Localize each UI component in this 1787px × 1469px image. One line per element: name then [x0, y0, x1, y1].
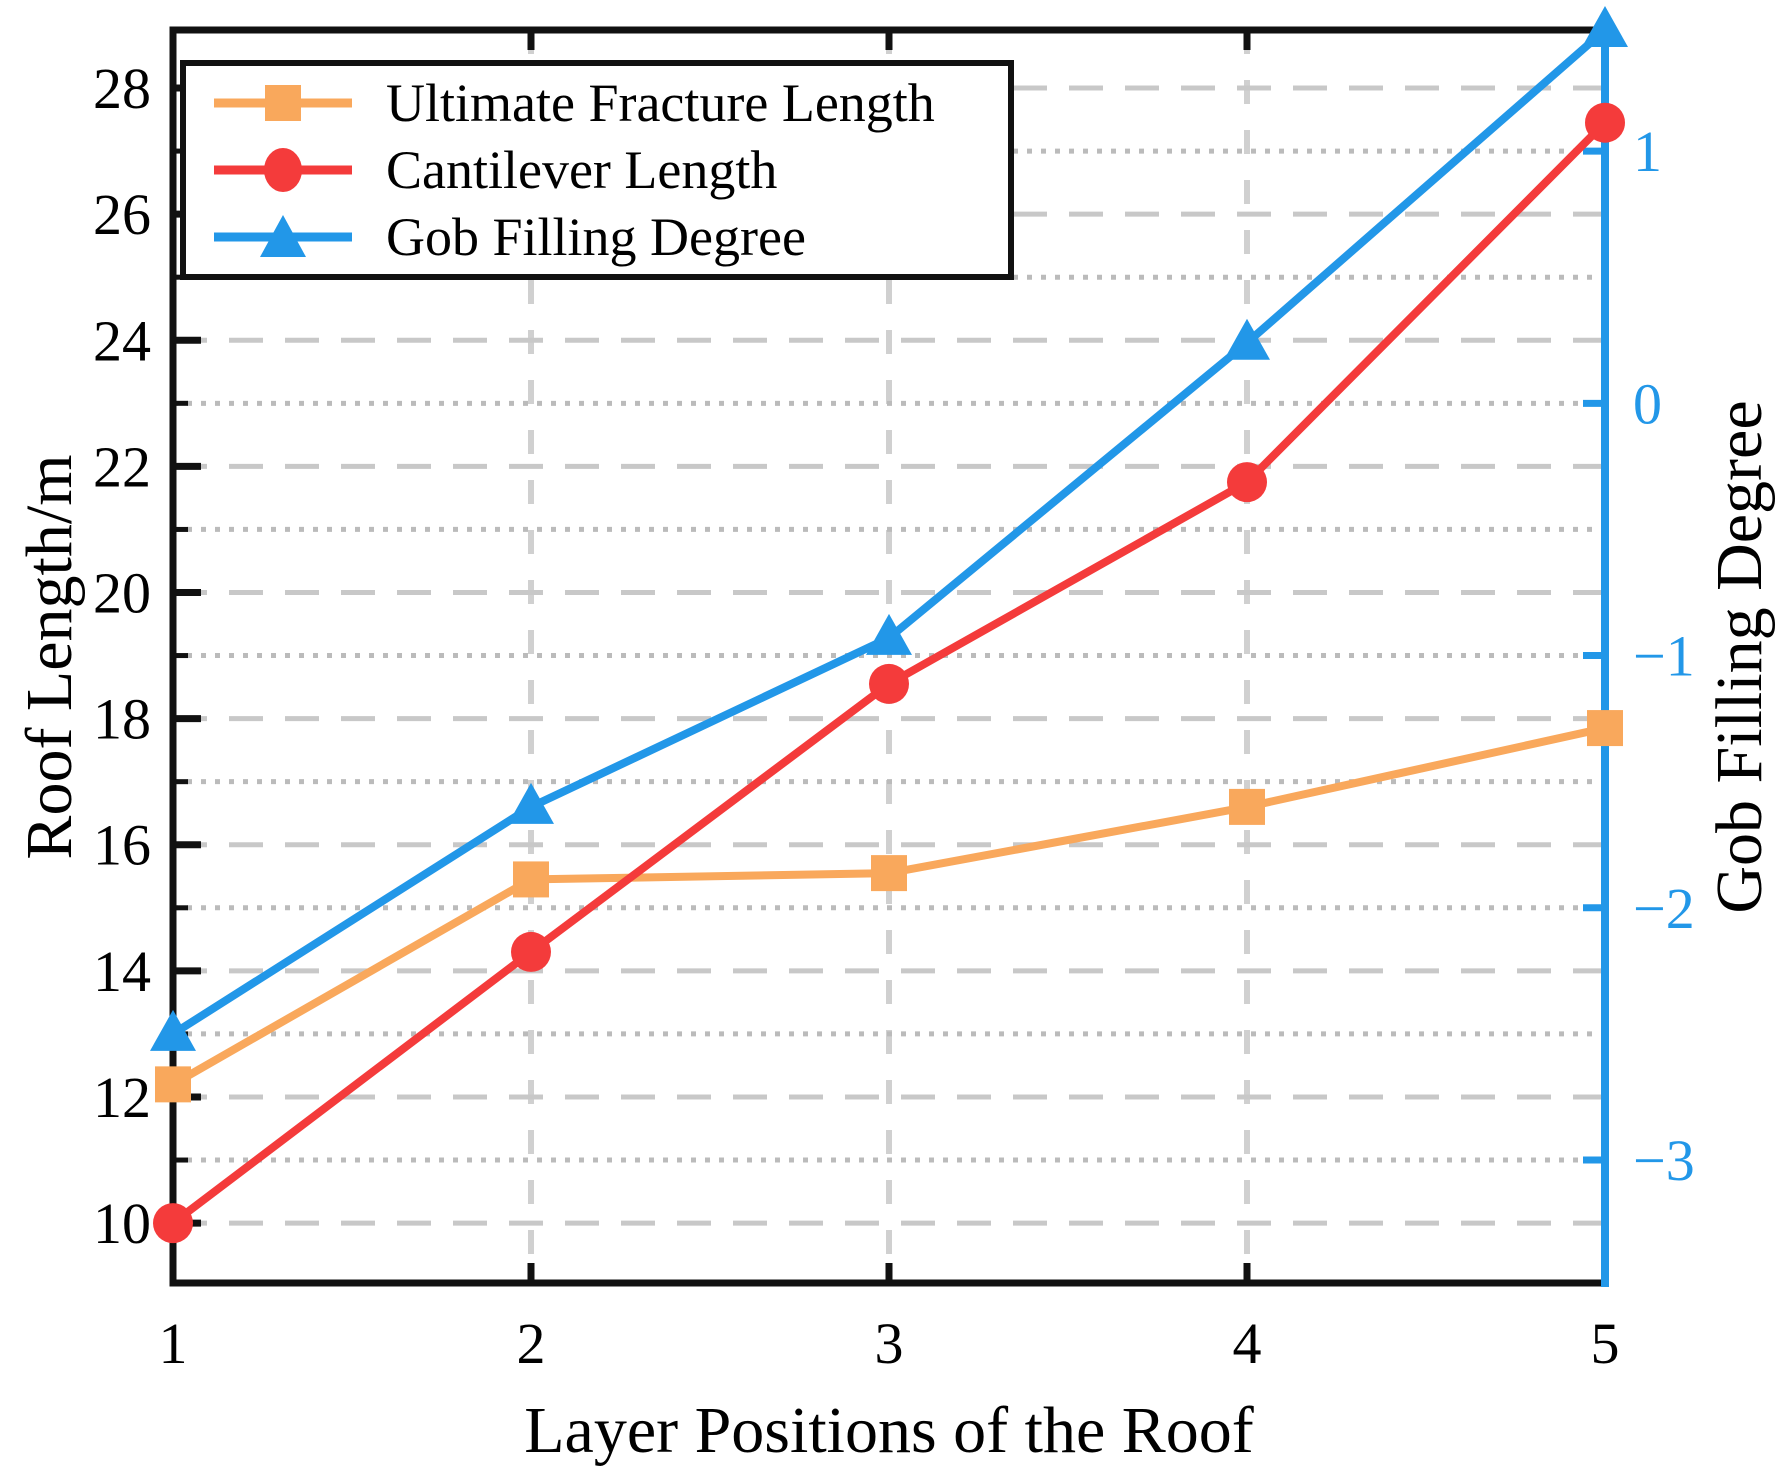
legend-marker-square-icon — [214, 85, 352, 122]
data-point-circle — [511, 931, 551, 972]
data-point-square — [1229, 788, 1265, 825]
y-right-tick-label: −3 — [1633, 1128, 1695, 1193]
data-point-circle — [1227, 462, 1267, 503]
legend-marker-triangle-icon — [214, 214, 352, 257]
legend-item-gob-filling-degree: Gob Filling Degree — [208, 206, 1008, 268]
data-point-triangle — [1224, 318, 1270, 360]
x-tick-label: 5 — [1591, 1311, 1620, 1376]
legend-marker-circle-icon — [214, 147, 352, 192]
data-point-triangle — [866, 613, 912, 655]
y-right-tick-label: −1 — [1633, 624, 1695, 689]
data-point-square — [1587, 710, 1623, 747]
y-axis-left-title: Roof Length/m — [13, 454, 86, 860]
y-left-tick-label: 12 — [93, 1065, 151, 1130]
legend-label: Cantilever Length — [386, 139, 778, 200]
y-left-tick-label: 22 — [93, 434, 151, 499]
data-point-square — [155, 1066, 191, 1103]
y-left-tick-label: 14 — [93, 939, 151, 1004]
y-left-tick-label: 26 — [93, 182, 151, 247]
data-point-triangle — [508, 782, 554, 824]
data-point-square — [871, 855, 907, 892]
y-left-tick-label: 28 — [93, 56, 151, 121]
y-left-tick-label: 18 — [93, 687, 151, 752]
y-right-tick-label: 1 — [1633, 119, 1662, 184]
y-left-tick-label: 16 — [93, 813, 151, 878]
x-tick-label: 3 — [875, 1311, 904, 1376]
y-right-tick-label: −2 — [1633, 876, 1695, 941]
y-left-tick-label: 24 — [93, 308, 151, 373]
y-axis-right-title: Gob Filling Degree — [1703, 400, 1776, 914]
legend: Ultimate Fracture Length Cantilever Leng… — [180, 60, 1014, 280]
data-point-square — [513, 861, 549, 898]
data-point-circle — [1585, 102, 1625, 143]
legend-label: Gob Filling Degree — [386, 206, 806, 267]
y-right-tick-label: 0 — [1633, 371, 1662, 436]
legend-label: Ultimate Fracture Length — [386, 73, 935, 134]
y-left-tick-label: 20 — [93, 560, 151, 625]
data-point-triangle — [1582, 6, 1628, 47]
data-point-triangle — [150, 1009, 196, 1051]
data-point-circle — [153, 1203, 193, 1244]
x-tick-label: 2 — [517, 1311, 546, 1376]
data-point-circle — [869, 663, 909, 704]
legend-item-cantilever-length: Cantilever Length — [208, 139, 1008, 201]
legend-item-ultimate-fracture-length: Ultimate Fracture Length — [208, 72, 1008, 134]
y-left-tick-label: 10 — [93, 1191, 151, 1256]
x-tick-label: 4 — [1233, 1311, 1262, 1376]
x-axis-title: Layer Positions of the Roof — [524, 1394, 1254, 1467]
x-tick-label: 1 — [159, 1311, 188, 1376]
